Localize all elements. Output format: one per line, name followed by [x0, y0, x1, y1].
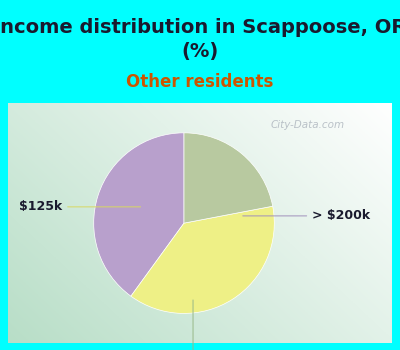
Text: Other residents: Other residents	[126, 73, 274, 91]
Text: Income distribution in Scappoose, OR
(%): Income distribution in Scappoose, OR (%)	[0, 19, 400, 61]
Wedge shape	[184, 133, 273, 223]
Text: $20k: $20k	[176, 300, 210, 350]
Text: $125k: $125k	[19, 200, 140, 214]
Wedge shape	[94, 133, 184, 296]
Wedge shape	[131, 206, 274, 313]
Text: > $200k: > $200k	[243, 209, 370, 222]
Text: City-Data.com: City-Data.com	[270, 120, 344, 130]
